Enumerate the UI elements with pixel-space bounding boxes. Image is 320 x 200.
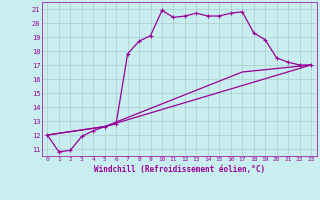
X-axis label: Windchill (Refroidissement éolien,°C): Windchill (Refroidissement éolien,°C) [94,165,265,174]
